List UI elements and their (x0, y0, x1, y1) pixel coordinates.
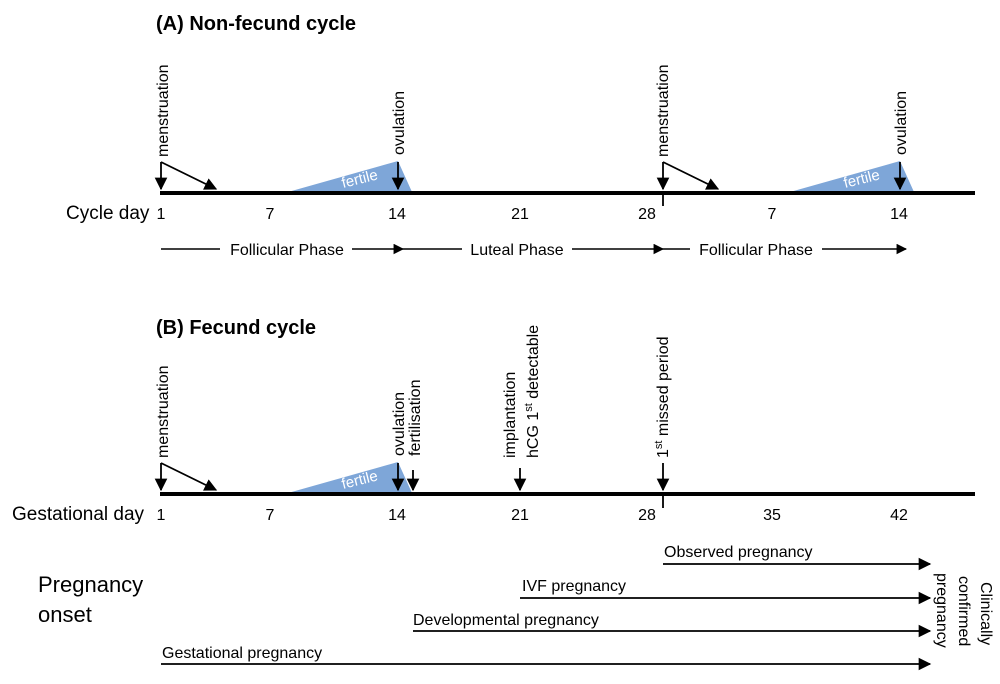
gestational-tick: 14 (388, 507, 406, 524)
cycle-tick: 21 (511, 206, 529, 223)
cycle-tick: 14 (388, 206, 406, 223)
pregnancy-onset-label-1: Pregnancy (38, 572, 143, 597)
cycle-day-label: Cycle day (66, 203, 150, 224)
gestational-tick: 42 (890, 507, 908, 524)
cycle-tick: 28 (638, 206, 656, 223)
phase-label-follicular-1: Follicular Phase (230, 242, 344, 259)
menstruation-flow-2 (662, 161, 720, 190)
missed-period-label: 1st missed period (653, 336, 672, 458)
ovulation-label-2: ovulation (893, 91, 910, 155)
phase-label-luteal: Luteal Phase (470, 242, 564, 259)
confirmed-label: confirmed (955, 576, 972, 646)
cycle-tick: 14 (890, 206, 908, 223)
gestational-tick: 7 (266, 507, 275, 524)
panel-b-title: (B) Fecund cycle (156, 317, 316, 339)
implantation-label: implantation (502, 372, 519, 458)
menstruation-label-2: menstruation (655, 65, 672, 158)
fertile-window-1 (288, 161, 412, 192)
missed-suffix: missed period (655, 336, 672, 440)
gestational-day-label: Gestational day (12, 504, 145, 525)
hcg-prefix: hCG 1 (525, 412, 542, 458)
pregnancy-onset-label-2: onset (38, 602, 92, 627)
gestational-tick: 21 (511, 507, 529, 524)
pregnancy-label: pregnancy (933, 573, 950, 648)
fertilisation-label: fertilisation (407, 380, 424, 456)
gestational-tick: 1 (157, 507, 166, 524)
missed-prefix: 1 (655, 449, 672, 458)
missed-sup: st (653, 441, 665, 450)
panel-a-title: (A) Non-fecund cycle (156, 13, 356, 35)
cycle-tick: 7 (768, 206, 777, 223)
observed-pregnancy-label: Observed pregnancy (664, 544, 813, 561)
cycle-tick: 1 (157, 206, 166, 223)
fertile-window-2 (790, 161, 914, 192)
menstruation-flow-1 (160, 161, 218, 190)
menstruation-flow-3 (160, 462, 218, 491)
cycle-tick: 7 (266, 206, 275, 223)
ovulation-label-1: ovulation (391, 91, 408, 155)
developmental-pregnancy-label: Developmental pregnancy (413, 612, 599, 629)
gestational-tick: 28 (638, 507, 656, 524)
phase-label-follicular-2: Follicular Phase (699, 242, 813, 259)
gestational-tick: 35 (763, 507, 781, 524)
hcg-detectable-label: hCG 1st detectable (523, 325, 542, 458)
ovulation-label-3: ovulation (391, 392, 408, 456)
menstruation-label-1: menstruation (155, 65, 172, 158)
hcg-suffix: detectable (525, 325, 542, 403)
clinically-label: Clinically (977, 582, 994, 645)
gestational-pregnancy-label: Gestational pregnancy (162, 645, 322, 662)
ivf-pregnancy-label: IVF pregnancy (522, 578, 626, 595)
fertile-window-3 (288, 462, 412, 493)
menstruation-label-3: menstruation (155, 366, 172, 459)
hcg-sup: st (523, 403, 535, 412)
